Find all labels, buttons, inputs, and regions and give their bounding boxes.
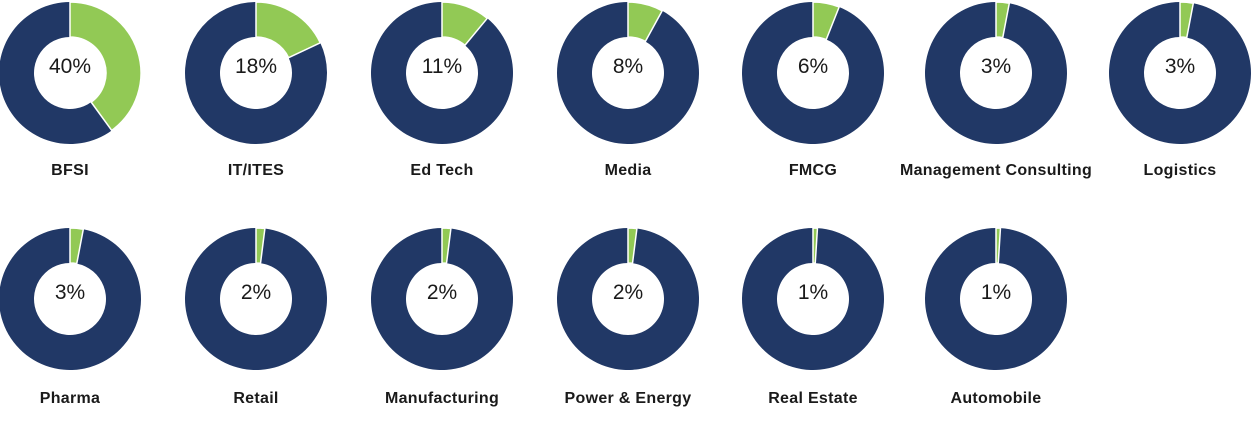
industry-label-logistics: Logistics xyxy=(1143,162,1217,179)
industry-label-power-and-energy: Power & Energy xyxy=(564,390,692,407)
donut-chart-logistics xyxy=(1109,1,1251,145)
industry-label-pharma: Pharma xyxy=(39,390,101,407)
donut-chart-real-estate xyxy=(742,227,884,370)
percent-label-media: 8% xyxy=(612,55,644,78)
percent-label-logistics: 3% xyxy=(1164,55,1196,78)
donut-manufacturing: 2% Manufacturing xyxy=(322,227,562,427)
industry-label-management-consulting: Management Consulting xyxy=(899,162,1093,179)
percent-label-automobile: 1% xyxy=(980,281,1012,304)
donut-chart-retail xyxy=(185,227,327,370)
industry-label-automobile: Automobile xyxy=(950,390,1042,407)
industry-label-ed-tech: Ed Tech xyxy=(410,162,474,179)
donut-fmcg: 6% FMCG xyxy=(693,1,933,201)
slice-remainder-automobile xyxy=(925,228,1067,370)
donut-pharma: 3% Pharma xyxy=(0,227,190,427)
slice-remainder-ed-tech xyxy=(371,2,513,145)
donut-chart-media xyxy=(557,1,699,145)
industry-label-it-ites: IT/ITES xyxy=(227,162,285,179)
slice-value-management-consulting xyxy=(995,1,1011,39)
donut-media: 8% Media xyxy=(508,1,748,201)
percent-label-fmcg: 6% xyxy=(797,55,829,78)
percent-label-ed-tech: 11% xyxy=(421,55,463,78)
donut-chart-ed-tech xyxy=(371,1,513,145)
industry-label-manufacturing: Manufacturing xyxy=(384,390,500,407)
donut-chart-power-and-energy xyxy=(557,227,699,370)
slice-remainder-retail xyxy=(185,228,327,370)
donut-chart-manufacturing xyxy=(371,227,513,370)
donut-chart-management-consulting xyxy=(925,1,1067,145)
industry-label-retail: Retail xyxy=(233,390,279,407)
donut-chart-fmcg xyxy=(742,1,884,145)
slice-value-logistics xyxy=(1179,1,1195,39)
slice-value-fmcg xyxy=(812,1,840,41)
slice-value-it-ites xyxy=(255,1,321,59)
industry-label-real-estate: Real Estate xyxy=(768,390,858,407)
donut-chart-automobile xyxy=(925,227,1067,370)
slice-remainder-manufacturing xyxy=(371,228,513,370)
percent-label-it-ites: 18% xyxy=(234,55,278,78)
slice-value-bfsi xyxy=(69,1,142,132)
slice-remainder-fmcg xyxy=(742,2,884,145)
slice-remainder-power-and-energy xyxy=(557,228,699,370)
donut-chart-bfsi xyxy=(0,1,142,144)
slice-value-manufacturing xyxy=(441,227,452,265)
slice-remainder-bfsi xyxy=(0,2,112,144)
percent-label-pharma: 3% xyxy=(54,281,86,304)
donut-logistics: 3% Logistics xyxy=(1060,1,1254,201)
industry-label-fmcg: FMCG xyxy=(788,162,838,179)
donut-management-consulting: 3% Management Consulting xyxy=(876,1,1116,201)
slice-value-automobile xyxy=(995,227,1002,264)
donut-chart-it-ites xyxy=(185,1,327,144)
industry-label-bfsi: BFSI xyxy=(51,162,89,179)
percent-label-management-consulting: 3% xyxy=(980,55,1012,78)
slice-remainder-logistics xyxy=(1109,2,1251,145)
percent-label-real-estate: 1% xyxy=(797,281,829,304)
percent-label-manufacturing: 2% xyxy=(426,281,458,304)
percent-label-retail: 2% xyxy=(240,281,272,304)
slice-value-retail xyxy=(255,227,266,265)
donut-it-ites: 18% IT/ITES xyxy=(136,1,376,201)
donut-ed-tech: 11% Ed Tech xyxy=(322,1,562,201)
slice-value-ed-tech xyxy=(441,1,489,47)
slice-remainder-management-consulting xyxy=(925,2,1067,145)
slice-remainder-real-estate xyxy=(742,228,884,370)
slice-remainder-pharma xyxy=(0,228,141,370)
slice-remainder-media xyxy=(557,2,699,145)
industry-donut-charts: 40% BFSI 18% IT/ITES 11% Ed Tech 8% Media 6% FMCG… xyxy=(0,1,1254,407)
slice-value-real-estate xyxy=(812,227,819,264)
donut-retail: 2% Retail xyxy=(136,227,376,427)
slice-value-pharma xyxy=(69,227,85,265)
donut-chart-pharma xyxy=(0,227,141,370)
slice-value-media xyxy=(627,1,663,43)
donut-automobile: 1% Automobile xyxy=(876,227,1116,427)
donut-real-estate: 1% Real Estate xyxy=(693,227,933,427)
donut-power-and-energy: 2% Power & Energy xyxy=(508,227,748,427)
slice-value-power-and-energy xyxy=(627,227,638,265)
percent-label-bfsi: 40% xyxy=(48,55,92,78)
percent-label-power-and-energy: 2% xyxy=(612,281,644,304)
donut-bfsi: 40% BFSI xyxy=(0,1,190,201)
industry-label-media: Media xyxy=(604,162,652,179)
slice-remainder-it-ites xyxy=(185,2,327,144)
